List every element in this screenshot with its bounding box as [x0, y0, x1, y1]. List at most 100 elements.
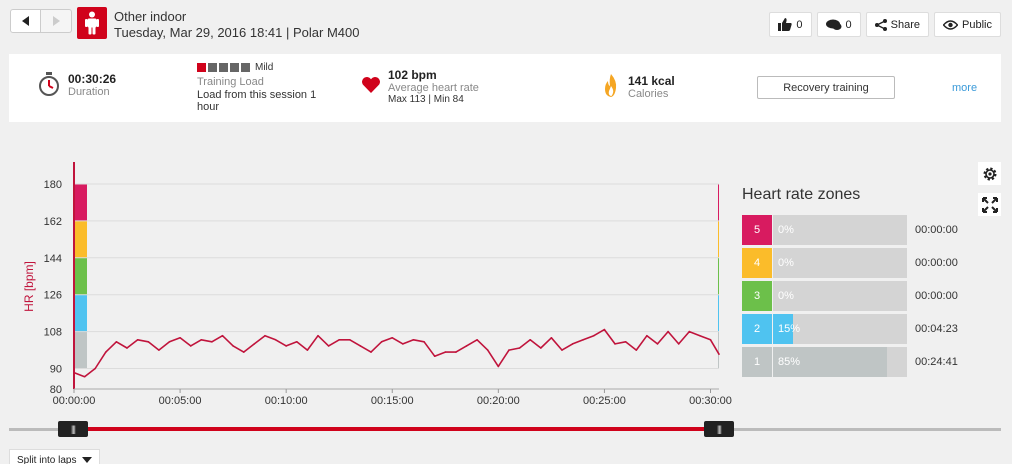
heart-rate-point — [539, 347, 542, 349]
share-button[interactable]: Share — [865, 12, 930, 37]
y-tick-label: 90 — [50, 364, 62, 376]
y-tick-label: 144 — [44, 253, 62, 265]
time-range-selection[interactable] — [73, 427, 719, 431]
heart-rate-point — [211, 341, 213, 343]
heart-rate-point — [709, 339, 712, 341]
heart-rate-point — [115, 341, 118, 343]
zone-bar: 0% — [773, 248, 907, 278]
duration-label: Duration — [68, 86, 110, 98]
heart-rate-point — [603, 328, 606, 331]
heart-rate-point — [94, 367, 97, 370]
heart-rate-point — [306, 349, 309, 351]
y-tick-label: 162 — [44, 216, 62, 228]
eye-icon — [943, 19, 959, 30]
next-session-button[interactable] — [41, 9, 72, 33]
heart-rate-point — [105, 351, 107, 353]
zone-percent: 0% — [778, 257, 794, 269]
more-link[interactable]: more — [952, 82, 978, 94]
heart-rate-point — [646, 334, 648, 337]
heart-rate-point — [359, 345, 362, 347]
zone-time: 00:00:00 — [915, 257, 958, 269]
training-benefit-button[interactable]: Recovery training — [757, 76, 895, 99]
heart-rate-point — [189, 345, 192, 347]
heart-rate-point — [433, 355, 436, 357]
heart-rate-point — [179, 336, 181, 339]
heart-rate-point — [274, 339, 277, 341]
zone-time: 00:04:23 — [915, 323, 958, 335]
heart-rate-point — [73, 371, 75, 374]
heart-rate-point — [253, 343, 256, 345]
heart-rate-point — [656, 343, 659, 345]
like-count: 0 — [796, 18, 803, 31]
zone-band-edge — [718, 220, 719, 258]
sport-title: Other indoor — [114, 9, 187, 24]
heart-rate-point — [402, 343, 404, 345]
x-tick-label: 00:15:00 — [371, 395, 414, 407]
x-tick-label: 00:20:00 — [477, 395, 520, 407]
average-hr-value: 102 bpm — [388, 68, 437, 82]
privacy-label: Public — [962, 18, 992, 31]
range-end-handle[interactable]: ||| — [704, 421, 734, 437]
y-tick-label: 108 — [44, 327, 62, 339]
calories-value: 141 kcal — [628, 74, 675, 88]
heart-rate-point — [699, 334, 701, 337]
split-laps-dropdown[interactable]: Split into laps — [9, 449, 101, 464]
load-square — [197, 63, 206, 72]
heart-rate-point — [264, 334, 266, 337]
previous-session-button[interactable] — [10, 9, 41, 33]
zone-bar: 0% — [773, 281, 907, 311]
heart-rate-point — [349, 339, 351, 341]
x-tick-label: 00:25:00 — [583, 395, 626, 407]
zone-band — [75, 257, 87, 295]
sport-icon — [77, 7, 107, 39]
zone-row-3: 3 0% 00:00:00 — [742, 281, 982, 311]
zone-percent: 0% — [778, 224, 794, 236]
heart-rate-point — [338, 339, 341, 341]
heart-rate-point — [423, 341, 425, 343]
chart-settings-button[interactable] — [978, 162, 1001, 185]
heart-rate-line — [73, 328, 720, 378]
fullscreen-button[interactable] — [978, 193, 1001, 216]
heart-rate-point — [232, 345, 234, 347]
duration-value: 00:30:26 — [68, 72, 117, 86]
load-square — [208, 63, 217, 72]
privacy-button[interactable]: Public — [934, 12, 1001, 37]
x-tick-label: 00:05:00 — [159, 395, 202, 407]
heart-rate-point — [136, 339, 139, 341]
training-load-level: Mild — [255, 62, 274, 73]
arrow-left-icon — [22, 16, 29, 26]
hr-max-min: Max 113 | Min 84 — [388, 94, 464, 105]
zone-band — [75, 220, 87, 258]
heart-rate-point — [465, 345, 468, 347]
heart-rate-point — [285, 345, 287, 347]
person-icon — [85, 11, 99, 35]
heart-rate-point — [688, 330, 691, 333]
heart-rate-chart: 180 162 144 126 108 90 80 HR [bpm] 00:00:00 00:05… — [22, 162, 732, 407]
zone-band-edge — [718, 294, 719, 332]
heart-rate-point — [497, 365, 500, 368]
zone-time: 00:24:41 — [915, 356, 958, 368]
zone-band-edge — [718, 331, 719, 369]
arrow-right-icon — [52, 16, 60, 26]
y-tick-label: 126 — [44, 290, 62, 302]
heart-rate-point — [529, 339, 531, 341]
comment-button[interactable]: 0 — [816, 12, 861, 37]
heart-rate-point — [200, 339, 203, 341]
share-icon — [874, 18, 887, 31]
heart-rate-point — [147, 341, 150, 343]
training-load-text: Load from this session 1 hour — [197, 89, 317, 113]
training-load-label: Training Load — [197, 76, 264, 88]
like-button[interactable]: 0 — [769, 12, 812, 37]
chevron-down-icon — [82, 457, 93, 463]
heart-rate-point — [380, 341, 383, 343]
training-load-meter: Mild — [197, 62, 327, 73]
heart-icon — [362, 76, 380, 93]
x-tick-label: 00:00:00 — [53, 395, 96, 407]
heart-rate-point — [667, 330, 669, 333]
x-tick-label: 00:10:00 — [265, 395, 308, 407]
range-start-handle[interactable]: ||| — [58, 421, 88, 437]
heart-rate-point — [83, 375, 86, 378]
y-tick-label: 80 — [50, 384, 62, 396]
average-hr-label: Average heart rate — [388, 82, 479, 94]
heart-rate-point — [126, 347, 128, 349]
